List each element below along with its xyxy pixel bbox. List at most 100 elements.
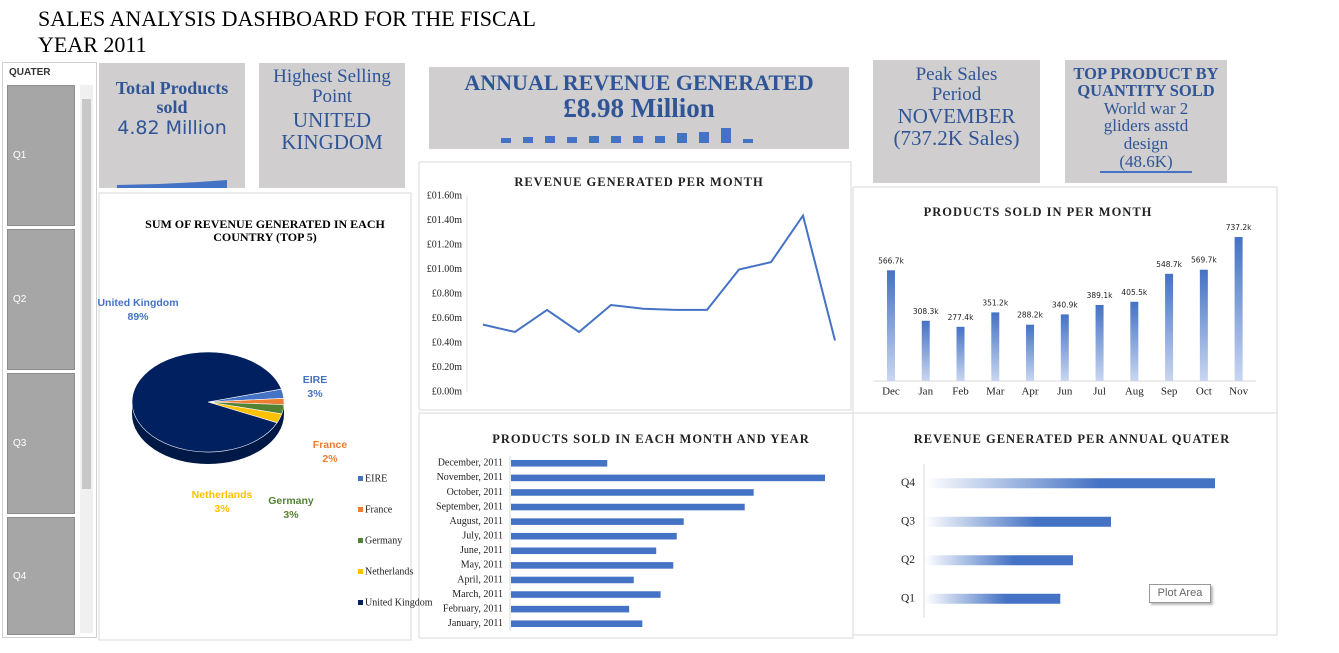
bar: [511, 532, 677, 540]
bar: [886, 270, 895, 381]
x-tick-label: Dec: [882, 386, 900, 398]
y-tick-label: £0.80m: [432, 288, 463, 299]
y-tick-label: £0.00m: [432, 386, 463, 397]
kpi-label: ANNUAL REVENUE GENERATED: [464, 70, 814, 95]
bar: [956, 326, 965, 381]
data-label-name: EIRE: [303, 374, 328, 386]
pie-slice: [131, 351, 282, 453]
data-label-name: United Kingdom: [97, 297, 178, 309]
kpi-card: TOP PRODUCT BY QUANTITY SOLD World war 2…: [1065, 60, 1227, 183]
data-label: 351.2k: [982, 298, 1008, 307]
x-tick-label: Nov: [1229, 386, 1248, 398]
kpi-label: Total Products sold: [115, 78, 229, 117]
legend-marker: [358, 507, 363, 512]
bar: [511, 591, 661, 598]
y-tick-label: £01.60m: [427, 190, 463, 201]
mini-bars: [501, 128, 753, 143]
scroll-thumb[interactable]: [82, 99, 91, 489]
panel: [418, 412, 854, 639]
kpi-label: Highest Selling Point: [273, 66, 391, 107]
slicer-item[interactable]: Q3: [7, 373, 75, 514]
y-tick-label: June, 2011: [460, 545, 503, 556]
x-tick-label: Oct: [1196, 386, 1212, 398]
y-tick-label: February, 2011: [443, 603, 503, 614]
data-label: 3%: [214, 503, 230, 515]
legend-label: Netherlands: [365, 566, 413, 577]
bar: [1199, 269, 1208, 381]
x-tick-label: Aug: [1125, 386, 1144, 398]
y-tick-label: September, 2011: [436, 501, 503, 512]
bar: [1130, 301, 1139, 381]
x-tick-label: Mar: [986, 386, 1005, 398]
x-tick-label: Jan: [918, 386, 933, 398]
kpi-card: Highest Selling Point UNITED KINGDOM: [259, 63, 405, 188]
data-label: 566.7k: [878, 256, 904, 265]
legend-label: EIRE: [365, 473, 387, 484]
x-tick-label: Sep: [1161, 386, 1178, 398]
chart-title: SUM OF REVENUE GENERATED IN EACH COUNTRY…: [145, 217, 385, 244]
data-label: 340.9k: [1052, 300, 1078, 309]
dashboard-title: SALES ANALYSIS DASHBOARD FOR THE FISCAL …: [38, 6, 536, 57]
bar: [511, 518, 684, 525]
data-label: 569.7k: [1191, 256, 1217, 265]
legend-marker: [358, 600, 363, 605]
data-label: 2%: [322, 453, 338, 465]
bar: [511, 489, 754, 496]
x-tick-label: Jun: [1057, 386, 1073, 398]
bar: [991, 312, 1000, 381]
bar: [511, 576, 634, 584]
data-label: 737.2k: [1226, 223, 1252, 232]
data-label-name: Netherlands: [192, 489, 253, 501]
legend-label: United Kingdom: [365, 597, 433, 608]
kpi-card: ANNUAL REVENUE GENERATED £8.98 Million: [429, 67, 849, 149]
kpi-value: World war 2 gliders asstd design: [1103, 98, 1189, 154]
kpi-card: Total Products sold 4.82 Million: [99, 63, 245, 188]
chart-title: REVENUE GENERATED PER ANNUAL QUATER: [914, 432, 1231, 446]
kpi-value: NOVEMBER: [897, 103, 1016, 128]
tooltip: Plot Area: [1149, 584, 1211, 603]
chart-title: PRODUCTS SOLD IN EACH MONTH AND YEAR: [492, 432, 810, 446]
bar: [1095, 304, 1104, 381]
line: [482, 213, 836, 341]
bar: [1026, 324, 1035, 381]
y-tick-label: £01.40m: [427, 215, 463, 226]
legend-label: France: [365, 504, 393, 515]
bar: [921, 320, 930, 381]
bar: [1060, 314, 1069, 381]
x-tick-label: Jul: [1093, 386, 1106, 398]
slicer-item[interactable]: Q2: [7, 229, 75, 370]
data-label: 3%: [307, 388, 323, 400]
chart-title: REVENUE GENERATED PER MONTH: [514, 175, 763, 189]
bar: [511, 547, 657, 555]
kpi-detail: (48.6K): [1100, 153, 1192, 173]
legend-marker: [358, 569, 363, 574]
y-tick-label: December, 2011: [438, 458, 503, 469]
data-label-name: Germany: [268, 495, 314, 507]
kpi-label: Peak Sales Period: [915, 64, 998, 105]
y-tick-label: £01.20m: [427, 239, 463, 250]
kpi-value: £8.98 Million: [563, 93, 715, 124]
y-tick-label: August, 2011: [449, 516, 503, 527]
data-label: 3%: [283, 509, 299, 521]
slicer: QUATER Q1 Q2 Q3 Q4: [2, 62, 97, 638]
slicer-item[interactable]: Q4: [7, 517, 75, 635]
bar: [1165, 273, 1174, 381]
kpi-card: Peak Sales Period NOVEMBER (737.2K Sales…: [873, 60, 1040, 183]
kpi-value: 4.82 Million: [117, 116, 227, 139]
data-label-name: France: [313, 439, 348, 451]
legend-marker: [358, 476, 363, 481]
data-label: 405.5k: [1121, 288, 1147, 297]
y-tick-label: Q4: [901, 477, 915, 489]
data-label: 308.3k: [913, 307, 939, 316]
x-tick-label: Feb: [952, 386, 969, 398]
slicer-title: QUATER: [9, 67, 51, 78]
y-tick-label: January, 2011: [448, 618, 503, 629]
legend-marker: [358, 538, 363, 543]
y-tick-label: March, 2011: [452, 589, 503, 600]
bar: [1234, 237, 1243, 381]
data-label: 277.4k: [948, 313, 974, 322]
slicer-item[interactable]: Q1: [7, 85, 75, 226]
bar: [925, 516, 1112, 527]
y-tick-label: £0.40m: [432, 337, 463, 348]
